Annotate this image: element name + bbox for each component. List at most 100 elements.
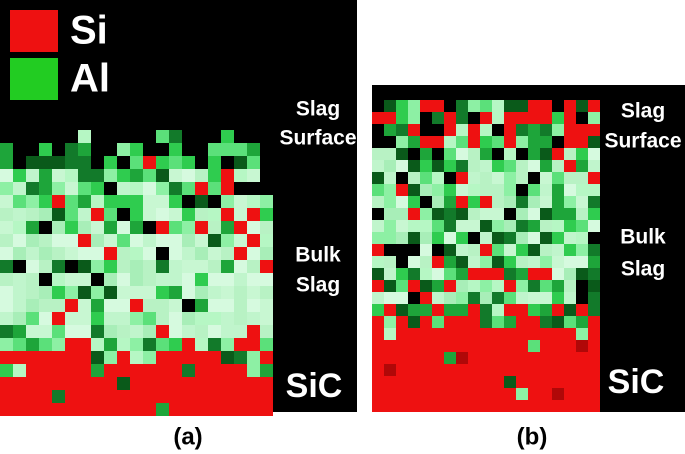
pixel <box>208 312 221 325</box>
pixel <box>528 400 540 412</box>
pixel <box>468 256 480 268</box>
pixel <box>468 184 480 196</box>
pixel <box>130 169 143 182</box>
pixel <box>143 351 156 364</box>
pixel <box>516 184 528 196</box>
pixel <box>0 169 13 182</box>
pixel <box>516 244 528 256</box>
pixel <box>588 364 600 376</box>
pixel <box>195 221 208 234</box>
pixel <box>195 169 208 182</box>
pixel <box>208 377 221 390</box>
pixel <box>492 112 504 124</box>
pixel <box>78 364 91 377</box>
pixel <box>576 400 588 412</box>
pixel <box>182 182 195 195</box>
pixel <box>528 376 540 388</box>
pixel <box>564 292 576 304</box>
pixel <box>39 377 52 390</box>
pixel <box>516 388 528 400</box>
pixel <box>456 124 468 136</box>
pixel <box>480 364 492 376</box>
pixel <box>492 280 504 292</box>
pixel <box>39 312 52 325</box>
pixel <box>156 338 169 351</box>
pixel <box>444 136 456 148</box>
pixel <box>208 182 221 195</box>
region-label: Bulk <box>620 226 666 249</box>
pixel <box>221 338 234 351</box>
pixel <box>492 196 504 208</box>
region-label: Slag <box>621 100 665 123</box>
pixel <box>576 280 588 292</box>
pixel <box>480 316 492 328</box>
pixel <box>492 148 504 160</box>
pixel <box>480 136 492 148</box>
pixel <box>372 160 384 172</box>
pixel <box>456 364 468 376</box>
pixel <box>528 256 540 268</box>
pixel <box>208 390 221 403</box>
pixel <box>420 172 432 184</box>
pixel <box>13 195 26 208</box>
pixel <box>456 208 468 220</box>
pixel <box>456 376 468 388</box>
pixel <box>384 328 396 340</box>
pixel <box>143 221 156 234</box>
pixel <box>169 286 182 299</box>
pixel <box>480 400 492 412</box>
pixel <box>372 304 384 316</box>
pixel <box>182 351 195 364</box>
pixel <box>444 304 456 316</box>
pixel <box>552 232 564 244</box>
pixel <box>576 316 588 328</box>
pixel <box>540 280 552 292</box>
pixel <box>468 352 480 364</box>
pixel <box>384 220 396 232</box>
pixel <box>468 244 480 256</box>
pixel <box>182 221 195 234</box>
pixel <box>26 403 39 416</box>
pixel <box>588 292 600 304</box>
pixel <box>396 292 408 304</box>
pixel <box>221 312 234 325</box>
pixel <box>468 364 480 376</box>
pixel <box>576 232 588 244</box>
pixel <box>504 376 516 388</box>
pixel <box>540 112 552 124</box>
pixel <box>372 112 384 124</box>
pixel <box>540 232 552 244</box>
pixel <box>78 247 91 260</box>
pixel <box>234 364 247 377</box>
pixel <box>234 325 247 338</box>
pixel <box>528 244 540 256</box>
pixel <box>65 325 78 338</box>
pixel <box>91 364 104 377</box>
pixel <box>65 195 78 208</box>
pixel <box>420 184 432 196</box>
pixel <box>104 338 117 351</box>
pixel <box>169 390 182 403</box>
pixel <box>372 148 384 160</box>
pixel <box>396 376 408 388</box>
pixel <box>408 160 420 172</box>
pixel <box>564 352 576 364</box>
pixel <box>444 340 456 352</box>
pixel <box>91 208 104 221</box>
pixel <box>504 124 516 136</box>
pixel <box>247 208 260 221</box>
pixel <box>396 400 408 412</box>
pixel <box>540 388 552 400</box>
pixel <box>182 273 195 286</box>
pixel <box>456 196 468 208</box>
pixel <box>260 351 273 364</box>
pixel <box>528 232 540 244</box>
pixel <box>432 148 444 160</box>
pixel <box>0 325 13 338</box>
pixel <box>540 256 552 268</box>
pixel <box>221 377 234 390</box>
pixel <box>492 388 504 400</box>
pixel <box>104 260 117 273</box>
pixel <box>576 100 588 112</box>
pixel <box>384 160 396 172</box>
